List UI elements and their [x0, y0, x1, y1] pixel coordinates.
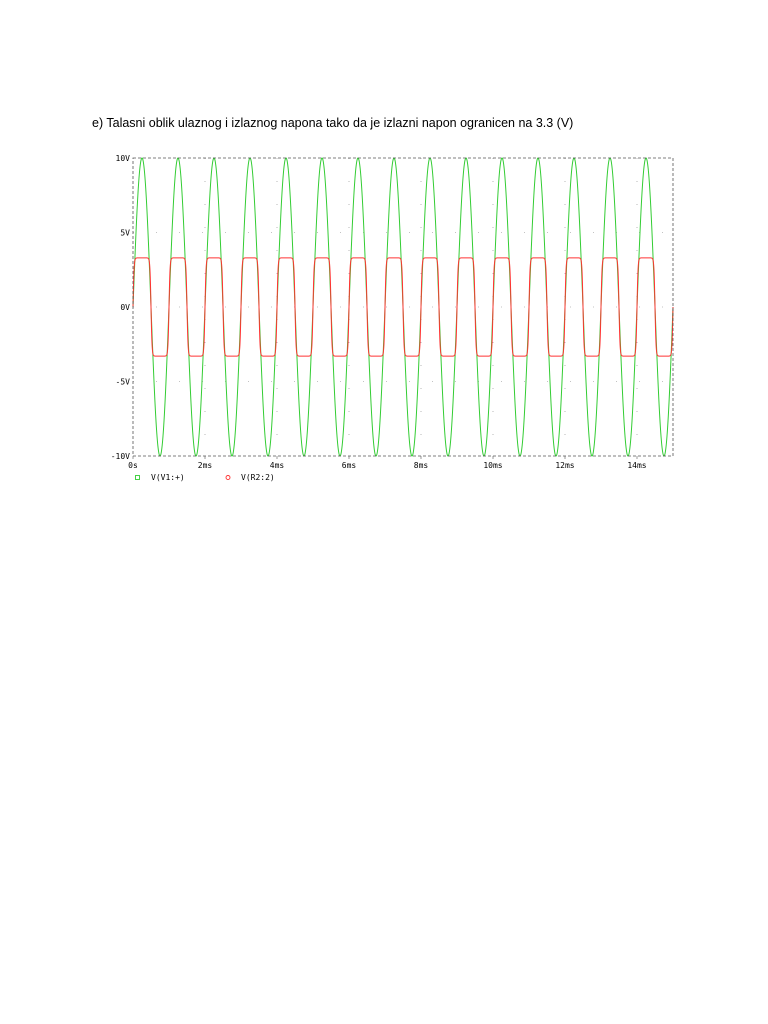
y-tick-label: 10V [116, 154, 131, 163]
x-tick-label: 14ms [627, 461, 646, 470]
x-tick-label: 2ms [198, 461, 213, 470]
waveform-chart-svg: 10V 5V 0V -5V -10V 0s 2ms 4ms 6ms 8ms 10ms 12ms 14m… [111, 154, 674, 482]
legend-entry-label: V(R2:2) [241, 473, 275, 482]
legend: V(V1:+) V(R2:2) [135, 473, 275, 482]
x-axis-ticks: 0s 2ms 4ms 6ms 8ms 10ms 12ms 14ms [128, 456, 647, 470]
x-tick-label: 8ms [414, 461, 429, 470]
x-tick-label: 0s [128, 461, 138, 470]
document-heading: e) Talasni oblik ulaznog i izlaznog napo… [92, 116, 574, 130]
y-tick-label: 0V [120, 303, 130, 312]
x-tick-label: 6ms [342, 461, 357, 470]
x-tick-label: 4ms [270, 461, 285, 470]
y-tick-label: -5V [116, 378, 131, 387]
x-tick-label: 10ms [483, 461, 502, 470]
y-axis-ticks: 10V 5V 0V -5V -10V [111, 154, 130, 461]
x-tick-label: 12ms [555, 461, 574, 470]
series-layer [132, 157, 674, 457]
y-tick-label: 5V [120, 229, 130, 238]
plot-frame [132, 157, 674, 457]
series-line-output [132, 257, 674, 357]
waveform-chart: 10V 5V 0V -5V -10V 0s 2ms 4ms 6ms 8ms 10ms 12ms 14m… [88, 148, 688, 493]
y-tick-label: -10V [111, 452, 130, 461]
legend-entry-label: V(V1:+) [151, 473, 185, 482]
legend-marker-square [135, 475, 140, 480]
legend-marker-circle [225, 475, 231, 480]
